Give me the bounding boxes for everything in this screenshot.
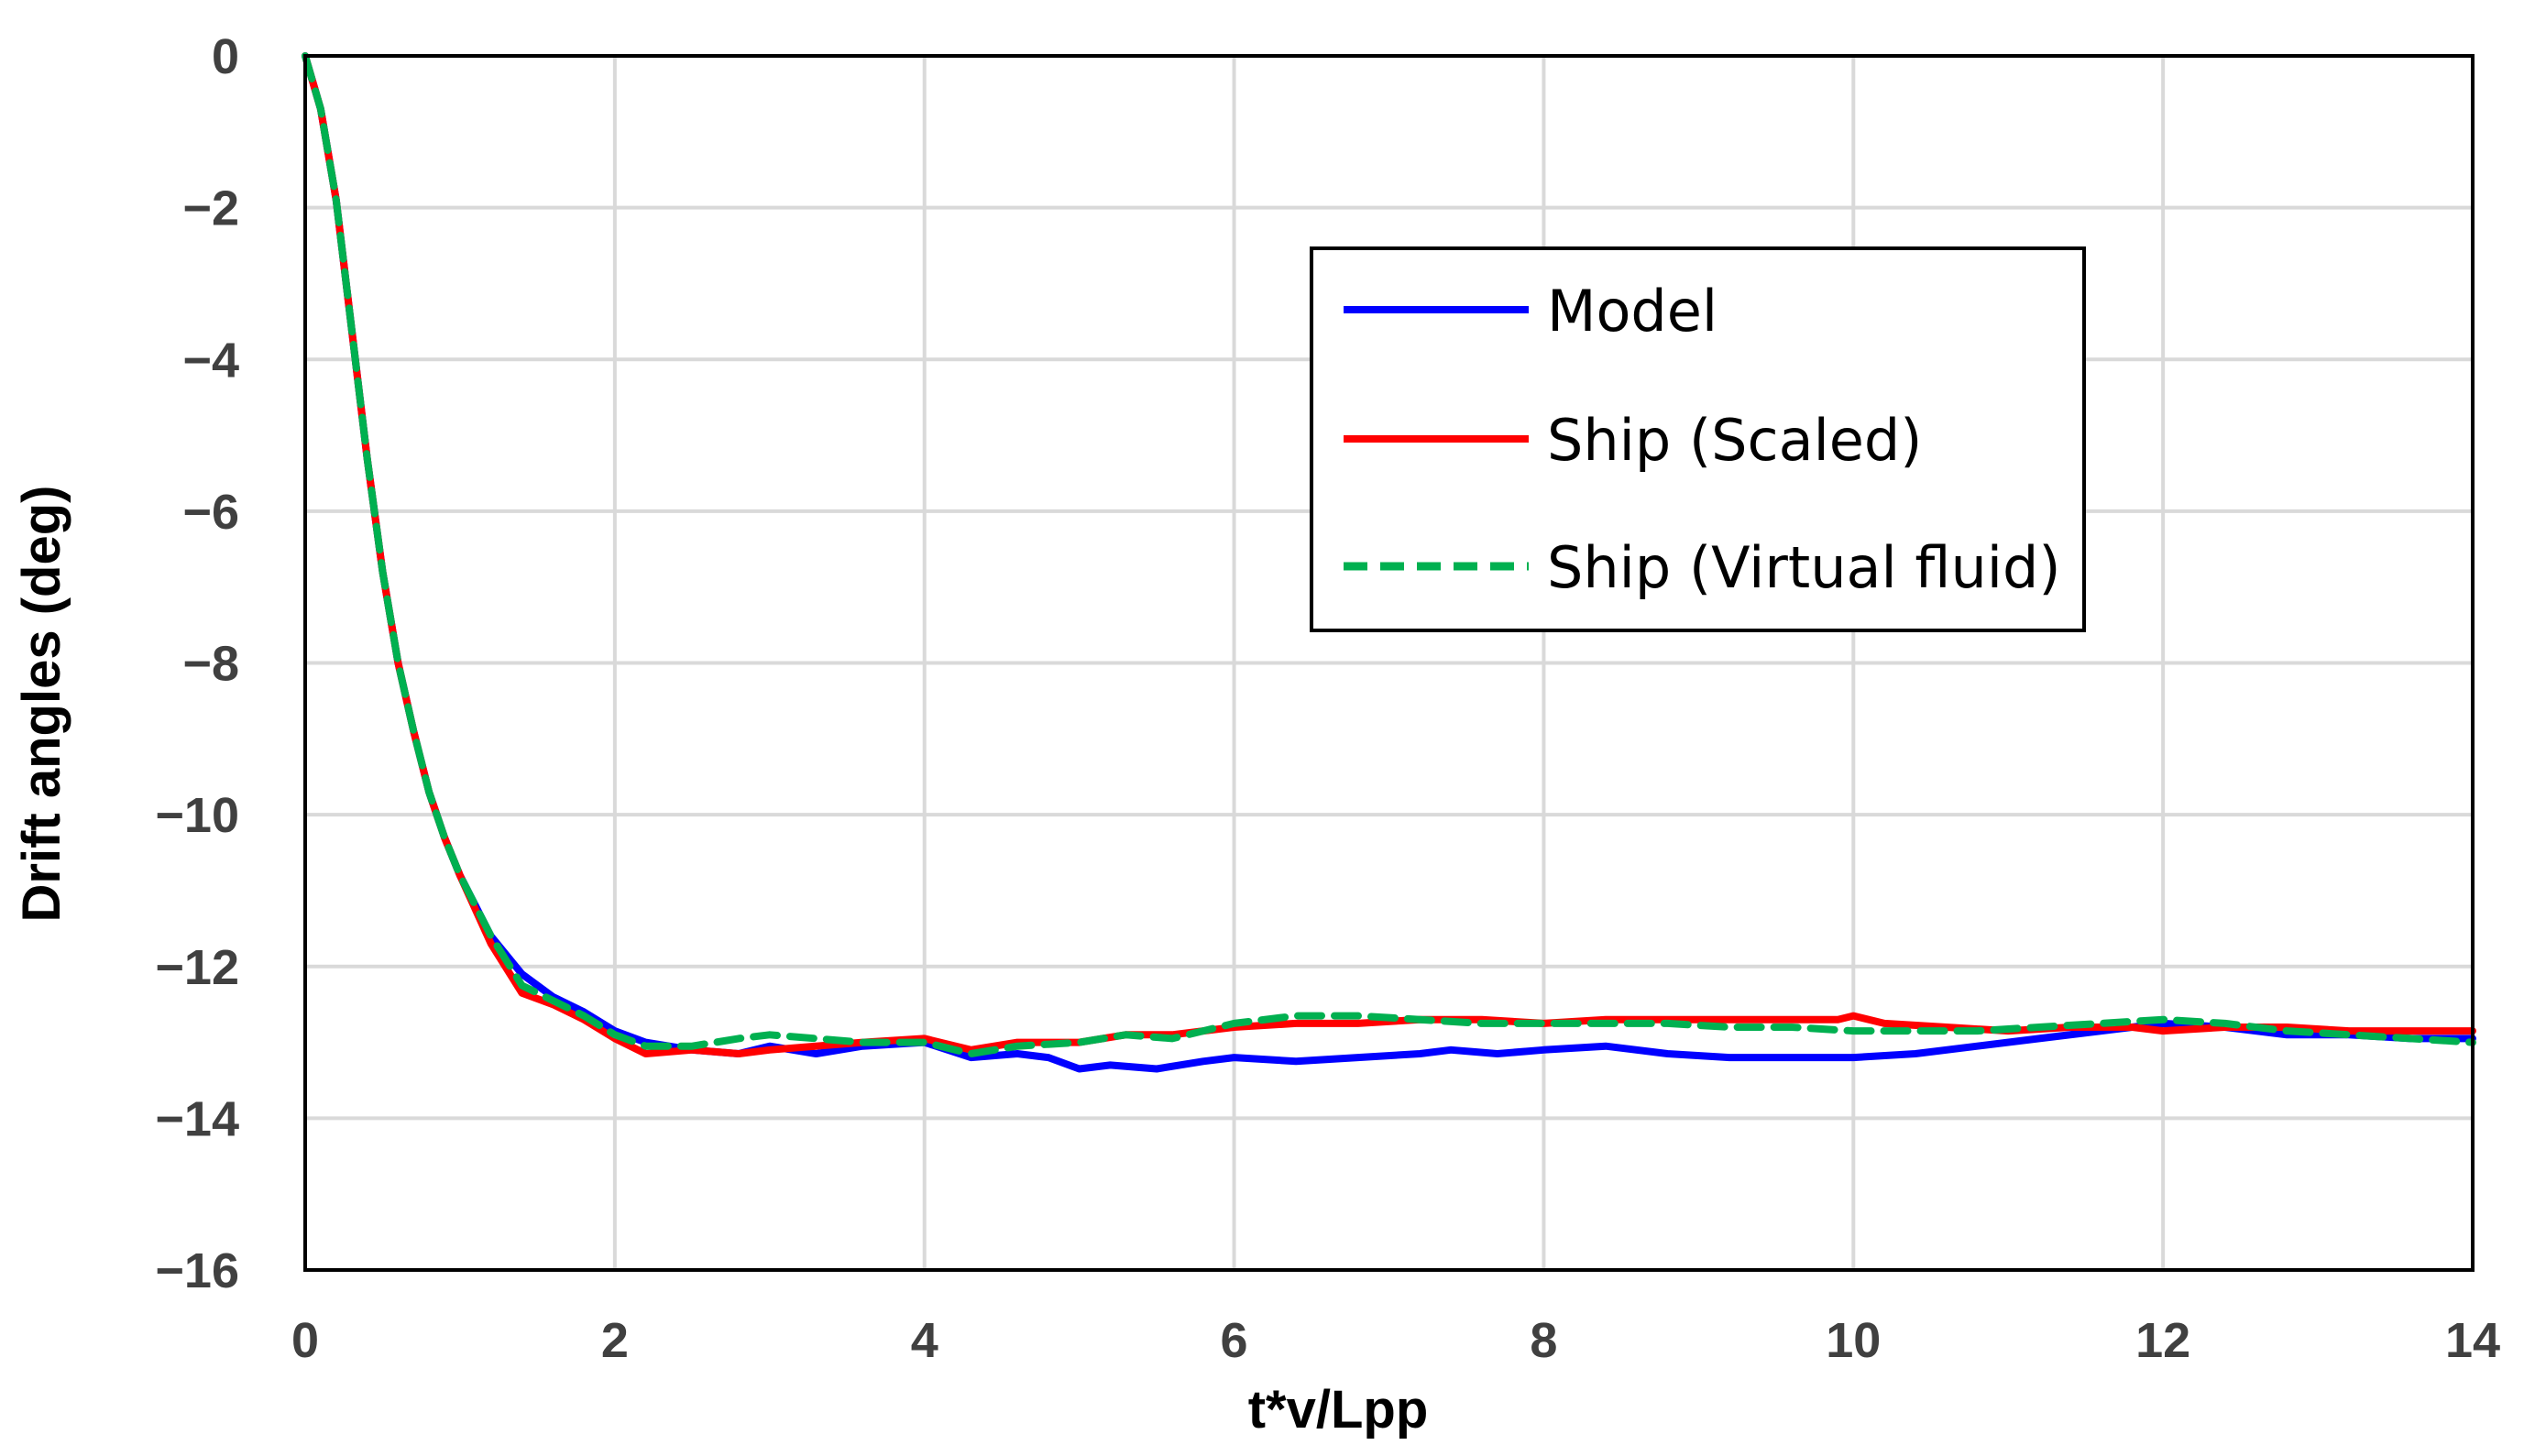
- y-tick-label: −6: [182, 485, 239, 540]
- y-tick-labels: 0 −2 −4 −6 −8 −10 −12 −14 −16: [155, 29, 239, 1298]
- x-axis-title: t*v/Lpp: [1248, 1380, 1429, 1440]
- y-tick-label: −14: [155, 1091, 239, 1146]
- y-axis-title: Drift angles (deg): [12, 486, 71, 923]
- y-tick-label: −4: [182, 333, 239, 388]
- y-tick-label: −2: [182, 181, 239, 236]
- x-tick-label: 10: [1826, 1313, 1881, 1368]
- x-tick-label: 14: [2445, 1313, 2500, 1368]
- y-tick-label: −10: [155, 788, 239, 843]
- x-tick-label: 12: [2135, 1313, 2190, 1368]
- x-tick-label: 6: [1221, 1313, 1248, 1368]
- legend-label-ship-virtual-fluid: Ship (Virtual fluid): [1547, 534, 2061, 601]
- x-tick-labels: 0 2 4 6 8 10 12 14: [291, 1313, 2500, 1368]
- x-tick-label: 8: [1530, 1313, 1557, 1368]
- y-tick-label: −12: [155, 940, 239, 995]
- series-lines: [302, 52, 2476, 1073]
- plot-frame: [303, 54, 2475, 1272]
- x-tick-label: 2: [601, 1313, 629, 1368]
- legend-label-model: Model: [1547, 278, 1717, 345]
- y-tick-label: −8: [182, 637, 239, 692]
- legend: Model Ship (Scaled) Ship (Virtual fluid): [1310, 246, 2086, 632]
- x-tick-label: 0: [291, 1313, 319, 1368]
- x-tick-label: 4: [911, 1313, 938, 1368]
- y-tick-label: −16: [155, 1243, 239, 1298]
- legend-label-ship-scaled: Ship (Scaled): [1547, 407, 1922, 474]
- y-tick-label: 0: [212, 29, 239, 84]
- series-line-ship-virtual-fluid: [302, 52, 2476, 1057]
